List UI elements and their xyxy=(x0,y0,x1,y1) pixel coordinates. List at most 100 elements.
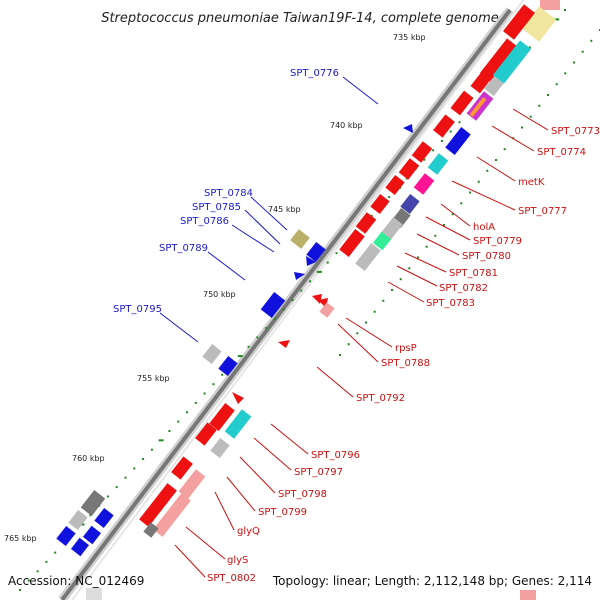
gene-block[interactable] xyxy=(433,114,455,138)
gene-label[interactable]: SPT_0777 xyxy=(518,206,567,217)
scale-dot xyxy=(282,308,285,311)
gene-label[interactable]: holA xyxy=(473,222,495,233)
gene-block[interactable] xyxy=(319,302,335,318)
gene-label[interactable]: SPT_0784 xyxy=(204,188,253,199)
gene-block[interactable] xyxy=(339,229,365,257)
scale-dot xyxy=(335,252,338,255)
gene-block[interactable] xyxy=(178,469,206,499)
gene-label[interactable]: SPT_0797 xyxy=(294,467,343,478)
gene-block[interactable] xyxy=(153,493,191,537)
gene-block[interactable] xyxy=(80,490,106,516)
scale-dot xyxy=(36,570,39,573)
gene-label[interactable]: SPT_0779 xyxy=(473,236,522,247)
gene-label[interactable]: SPT_0774 xyxy=(537,147,586,158)
gene-block[interactable] xyxy=(355,212,377,234)
gene-label[interactable]: glyS xyxy=(227,555,248,566)
gene-block[interactable] xyxy=(210,438,230,458)
scale-dot xyxy=(19,589,21,591)
gene-block[interactable] xyxy=(521,6,557,42)
gene-label[interactable]: SPT_0798 xyxy=(278,489,327,500)
gene-label[interactable]: SPT_0776 xyxy=(290,68,339,79)
gene-label[interactable]: SPT_0783 xyxy=(426,298,475,309)
gene-label[interactable]: SPT_0786 xyxy=(180,216,229,227)
gene-block[interactable] xyxy=(520,590,536,600)
gene-block[interactable] xyxy=(355,243,381,271)
forward-label-leaders xyxy=(174,108,549,578)
gene-block[interactable] xyxy=(68,510,88,530)
gene-block[interactable] xyxy=(400,194,420,214)
gene-block[interactable] xyxy=(479,38,519,82)
scale-dot xyxy=(133,467,136,470)
gene-block[interactable] xyxy=(398,158,420,180)
gene-block[interactable] xyxy=(290,229,310,249)
scale-dot xyxy=(477,180,480,183)
gene-label[interactable]: SPT_0773 xyxy=(551,126,600,137)
gene-label[interactable]: SPT_0780 xyxy=(462,251,511,262)
gene-block[interactable] xyxy=(195,422,217,446)
scale-dot xyxy=(581,50,584,53)
gene-block[interactable] xyxy=(445,127,471,155)
gene-block[interactable] xyxy=(139,483,177,527)
gene-label[interactable]: metK xyxy=(518,177,545,188)
gene-block[interactable] xyxy=(224,409,252,439)
gene-block[interactable] xyxy=(86,588,102,600)
gene-block[interactable] xyxy=(306,242,326,262)
gene-block[interactable] xyxy=(260,292,286,318)
scale-dot xyxy=(521,126,523,129)
gene-label[interactable]: SPT_0796 xyxy=(311,450,360,461)
gene-block[interactable] xyxy=(306,256,316,266)
gene-block[interactable] xyxy=(171,456,193,480)
gene-block[interactable] xyxy=(278,340,290,348)
gene-label[interactable]: SPT_0799 xyxy=(258,507,307,518)
scale-label: 740 kbp xyxy=(330,121,363,130)
scale-dot xyxy=(177,420,180,423)
gene-label[interactable]: glyQ xyxy=(237,526,260,537)
reverse-label-leaders xyxy=(159,76,379,343)
gene-label[interactable]: SPT_0781 xyxy=(449,268,498,279)
scale-dot xyxy=(399,278,402,281)
gene-block[interactable] xyxy=(413,173,435,195)
gene-block[interactable] xyxy=(218,356,238,376)
gene-label[interactable]: SPT_0782 xyxy=(439,283,488,294)
gene-label[interactable]: SPT_0788 xyxy=(381,358,430,369)
gene-block[interactable] xyxy=(372,231,392,251)
scale-dot xyxy=(115,486,118,489)
gene-label[interactable]: SPT_0785 xyxy=(192,202,241,213)
gene-block[interactable] xyxy=(209,403,235,431)
gene-block[interactable] xyxy=(56,526,76,546)
gene-block[interactable] xyxy=(427,153,449,175)
gene-label[interactable]: SPT_0795 xyxy=(113,304,162,315)
gene-block[interactable] xyxy=(492,40,532,84)
gene-block[interactable] xyxy=(82,525,102,545)
scale-dot xyxy=(370,214,373,217)
gene-block[interactable] xyxy=(94,508,114,528)
gene-block[interactable] xyxy=(403,124,413,133)
gene-block[interactable] xyxy=(470,68,494,94)
gene-label[interactable]: SPT_0802 xyxy=(207,573,256,584)
gene-block[interactable] xyxy=(503,4,535,40)
gene-block[interactable] xyxy=(469,97,487,117)
scale-dot xyxy=(391,289,393,291)
gene-block[interactable] xyxy=(385,175,405,195)
gene-block[interactable] xyxy=(232,392,244,404)
gene-label[interactable]: rpsP xyxy=(395,343,417,354)
gene-block[interactable] xyxy=(540,0,560,10)
gene-block[interactable] xyxy=(70,537,90,557)
scale-dot xyxy=(373,310,376,313)
gene-block[interactable] xyxy=(143,522,159,538)
scale-dot xyxy=(555,83,558,86)
scale-label: 765 kbp xyxy=(4,534,37,543)
gene-block[interactable] xyxy=(370,194,390,214)
gene-block[interactable] xyxy=(294,272,305,280)
gene-block[interactable] xyxy=(450,90,474,116)
gene-block[interactable] xyxy=(411,141,433,163)
gene-block[interactable] xyxy=(202,344,222,364)
scale-dot xyxy=(388,196,391,199)
gene-label[interactable]: SPT_0789 xyxy=(159,243,208,254)
gene-label[interactable]: SPT_0792 xyxy=(356,393,405,404)
scale-major-tick xyxy=(554,18,560,21)
gene-block[interactable] xyxy=(484,76,504,96)
scale-dot xyxy=(469,191,471,194)
scale-major-tick xyxy=(237,355,243,358)
scale-dots xyxy=(19,9,600,591)
